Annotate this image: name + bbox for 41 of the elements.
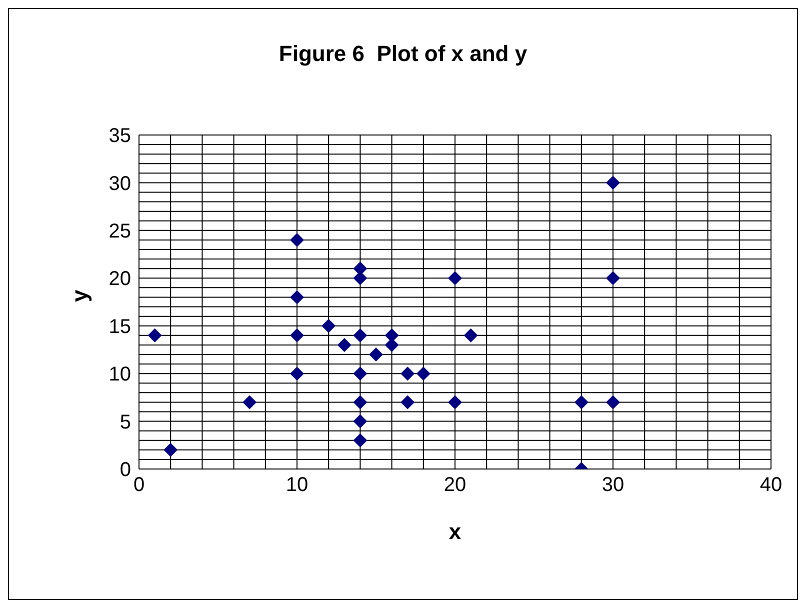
chart-title: Figure 6 Plot of x and y bbox=[278, 41, 528, 67]
point bbox=[574, 395, 588, 410]
point bbox=[464, 328, 478, 342]
point bbox=[242, 395, 257, 410]
x-tick-label: 40 bbox=[760, 474, 782, 496]
y-tick-label: 30 bbox=[108, 172, 131, 195]
point bbox=[322, 318, 336, 333]
point bbox=[606, 395, 620, 410]
x-tick-label: 20 bbox=[444, 474, 466, 496]
point bbox=[290, 366, 304, 381]
point bbox=[290, 290, 304, 304]
y-tick-label: 15 bbox=[108, 316, 131, 338]
x-tick-label: 10 bbox=[286, 474, 308, 496]
y-tick-label: 0 bbox=[120, 459, 131, 482]
point bbox=[353, 433, 368, 448]
point bbox=[448, 395, 462, 410]
y-axis-title: y bbox=[66, 289, 92, 302]
point bbox=[353, 414, 368, 428]
point bbox=[400, 395, 415, 410]
point bbox=[369, 347, 383, 362]
y-tick-label: 25 bbox=[108, 220, 131, 243]
point bbox=[416, 366, 430, 381]
point bbox=[606, 176, 620, 190]
point bbox=[148, 328, 162, 342]
point bbox=[400, 366, 415, 381]
point bbox=[353, 328, 368, 342]
y-tick-label: 5 bbox=[120, 411, 131, 434]
point bbox=[353, 271, 368, 286]
point bbox=[353, 395, 368, 410]
x-tick-label: 30 bbox=[602, 474, 624, 496]
x-axis-title: x bbox=[448, 519, 462, 544]
point bbox=[448, 271, 462, 286]
point bbox=[606, 271, 620, 286]
y-tick-label: 10 bbox=[108, 364, 131, 386]
point bbox=[164, 442, 178, 457]
point bbox=[353, 366, 368, 381]
y-tick-label: 35 bbox=[108, 125, 131, 148]
point bbox=[337, 338, 352, 352]
y-tick-label: 20 bbox=[108, 268, 131, 290]
point bbox=[290, 232, 304, 247]
point bbox=[290, 328, 304, 342]
